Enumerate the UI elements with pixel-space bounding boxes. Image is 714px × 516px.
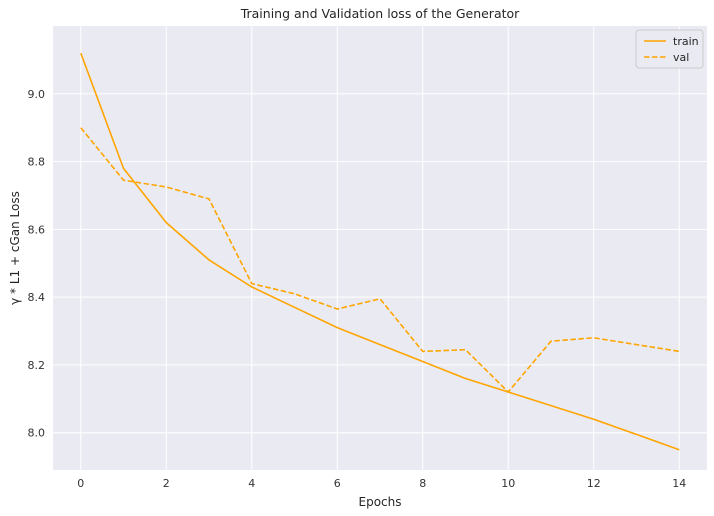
y-tick-label: 8.8	[28, 156, 46, 169]
series-line-val	[80, 127, 680, 393]
y-tick-label: 9.0	[28, 88, 46, 101]
legend-label-val: val	[673, 51, 689, 64]
y-tick-label: 8.4	[28, 291, 46, 304]
x-tick-label: 12	[587, 477, 601, 490]
x-tick-label: 6	[334, 477, 341, 490]
y-axis-label: γ * L1 + cGan Loss	[8, 191, 22, 305]
x-tick-label: 4	[248, 477, 255, 490]
tick-labels: 0 2 4 6 8 10 12 14 8.0 8.2 8.4 8.6 8.8 9.0	[28, 88, 687, 490]
legend-label-train: train	[673, 35, 699, 48]
x-tick-label: 2	[163, 477, 170, 490]
x-axis-label: Epochs	[359, 495, 402, 509]
grid	[53, 26, 707, 470]
chart-title: Training and Validation loss of the Gene…	[240, 6, 520, 21]
x-tick-label: 14	[672, 477, 686, 490]
legend-box	[635, 29, 704, 69]
x-tick-label: 0	[77, 477, 84, 490]
legend: train val	[635, 29, 704, 69]
x-tick-label: 8	[419, 477, 426, 490]
x-tick-label: 10	[501, 477, 515, 490]
series-lines	[80, 52, 680, 451]
series-line-train	[80, 52, 680, 451]
y-tick-label: 8.6	[28, 223, 46, 236]
y-tick-label: 8.0	[28, 427, 46, 440]
y-tick-label: 8.2	[28, 359, 46, 372]
plot-background	[53, 26, 707, 470]
